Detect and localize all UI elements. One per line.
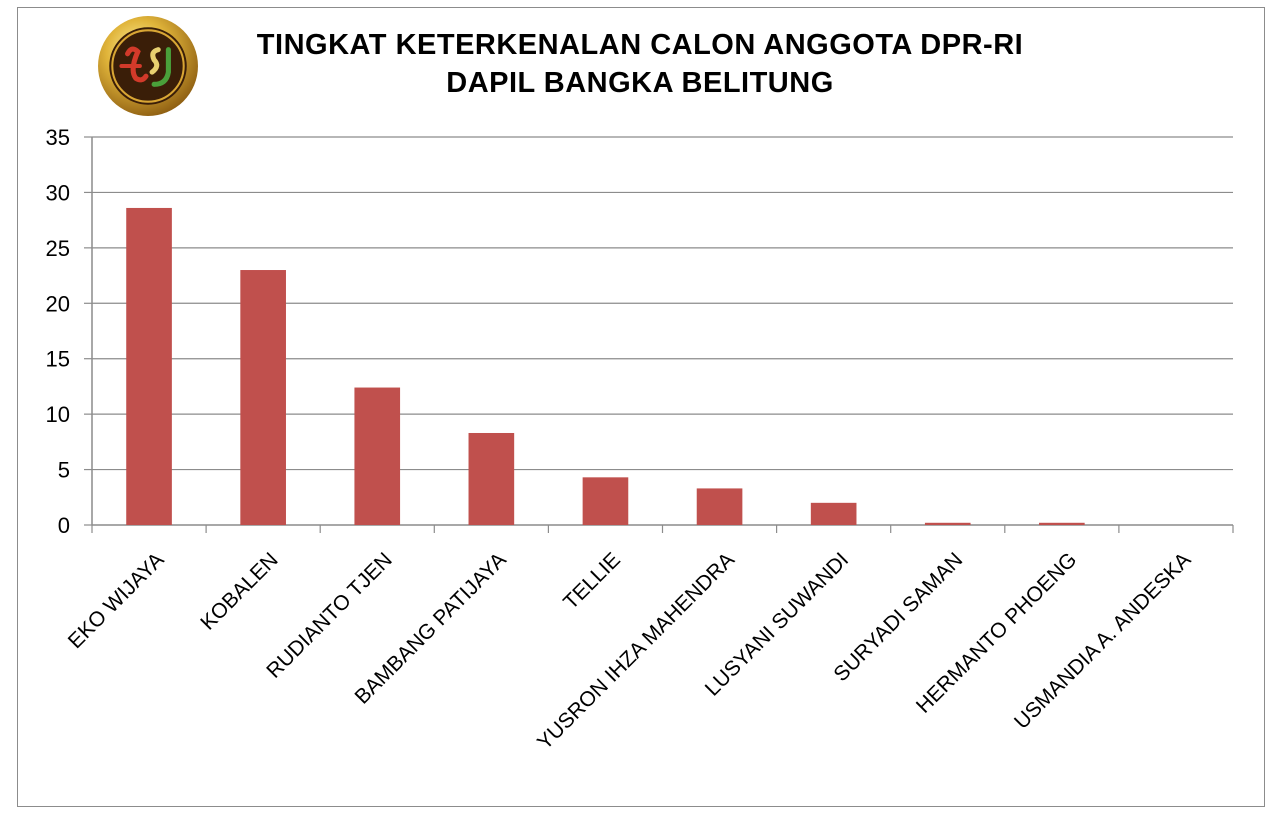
y-tick-label: 25 xyxy=(46,236,70,261)
bar xyxy=(924,522,971,525)
chart-frame xyxy=(17,7,1265,807)
bar xyxy=(582,477,629,525)
logo-icon xyxy=(98,16,198,116)
chart-title: TINGKAT KETERKENALAN CALON ANGGOTA DPR-R… xyxy=(256,29,1024,61)
x-tick-label: TELLIE xyxy=(559,548,625,614)
bar xyxy=(1039,522,1085,525)
x-tick-label: RUDIANTO TJEN xyxy=(262,548,397,683)
y-tick-label: 0 xyxy=(58,513,70,538)
bar xyxy=(696,488,743,525)
y-tick-label: 15 xyxy=(46,347,70,372)
y-tick-label: 5 xyxy=(58,458,70,483)
chart-subtitle: DAPIL BANGKA BELITUNG xyxy=(446,67,834,99)
x-tick-label: KOBALEN xyxy=(196,548,282,634)
x-tick-label: EKO WIJAYA xyxy=(64,548,169,653)
y-tick-label: 20 xyxy=(46,291,70,316)
bar xyxy=(810,502,857,525)
y-tick-label: 10 xyxy=(46,402,70,427)
x-tick-label: YUSRON IHZA MAHENDRA xyxy=(533,548,739,754)
bar xyxy=(126,207,172,525)
chart-title-block: TINGKAT KETERKENALAN CALON ANGGOTA DPR-R… xyxy=(200,26,1080,102)
y-tick-label: 30 xyxy=(46,180,70,205)
bar xyxy=(240,270,286,525)
bar xyxy=(354,387,401,525)
bar xyxy=(468,432,515,525)
y-tick-label: 35 xyxy=(46,125,70,150)
